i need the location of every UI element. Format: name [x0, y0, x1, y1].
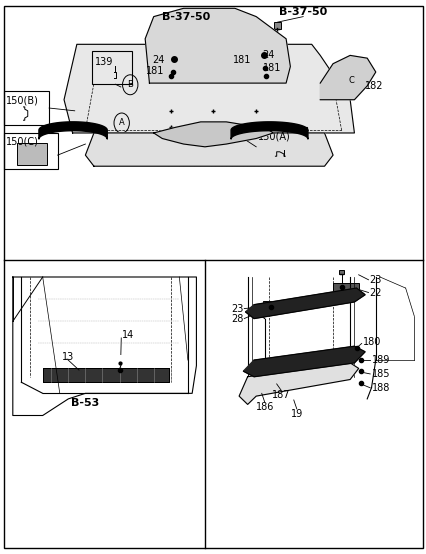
Text: 187: 187	[271, 390, 290, 400]
Text: A: A	[118, 119, 124, 127]
Text: 150(B): 150(B)	[6, 96, 39, 106]
Text: 13: 13	[62, 352, 74, 362]
Text: 14: 14	[121, 330, 134, 340]
Polygon shape	[320, 55, 375, 100]
Text: 150(A): 150(A)	[258, 131, 291, 141]
Text: 22: 22	[368, 288, 381, 297]
Polygon shape	[64, 44, 354, 133]
Bar	[4, 91, 49, 125]
Bar	[17, 143, 47, 165]
Bar	[332, 283, 358, 293]
Polygon shape	[239, 363, 358, 404]
Text: 185: 185	[371, 369, 389, 379]
Polygon shape	[145, 8, 290, 83]
Text: 139: 139	[95, 57, 113, 67]
Text: 23: 23	[230, 304, 243, 314]
Text: 181: 181	[146, 66, 164, 76]
Bar	[256, 127, 307, 161]
Text: C: C	[348, 76, 354, 85]
Text: 23: 23	[368, 275, 381, 285]
Text: 181: 181	[232, 55, 250, 65]
Bar	[4, 133, 58, 169]
Text: 24: 24	[262, 50, 274, 60]
Text: 188: 188	[371, 383, 389, 393]
Bar	[43, 368, 168, 382]
Text: 189: 189	[371, 355, 389, 365]
Text: B-37-50: B-37-50	[161, 12, 209, 22]
Text: 182: 182	[364, 81, 383, 91]
Text: 181: 181	[262, 63, 280, 73]
Text: 186: 186	[255, 402, 273, 412]
Text: 24: 24	[152, 55, 164, 65]
Text: B: B	[127, 80, 133, 89]
Bar	[338, 270, 343, 274]
Bar	[43, 368, 168, 382]
Text: 28: 28	[230, 314, 243, 324]
Bar	[262, 301, 288, 310]
Bar	[92, 51, 132, 84]
Polygon shape	[243, 346, 364, 377]
Polygon shape	[85, 133, 332, 166]
Text: 19: 19	[290, 409, 302, 419]
Text: 150(C): 150(C)	[6, 137, 39, 147]
Polygon shape	[245, 288, 364, 319]
Bar	[180, 27, 187, 33]
Text: 180: 180	[362, 337, 380, 347]
Text: B-37-50: B-37-50	[279, 7, 326, 17]
Text: B-53: B-53	[71, 398, 99, 408]
Bar	[273, 22, 280, 29]
Polygon shape	[153, 122, 273, 147]
